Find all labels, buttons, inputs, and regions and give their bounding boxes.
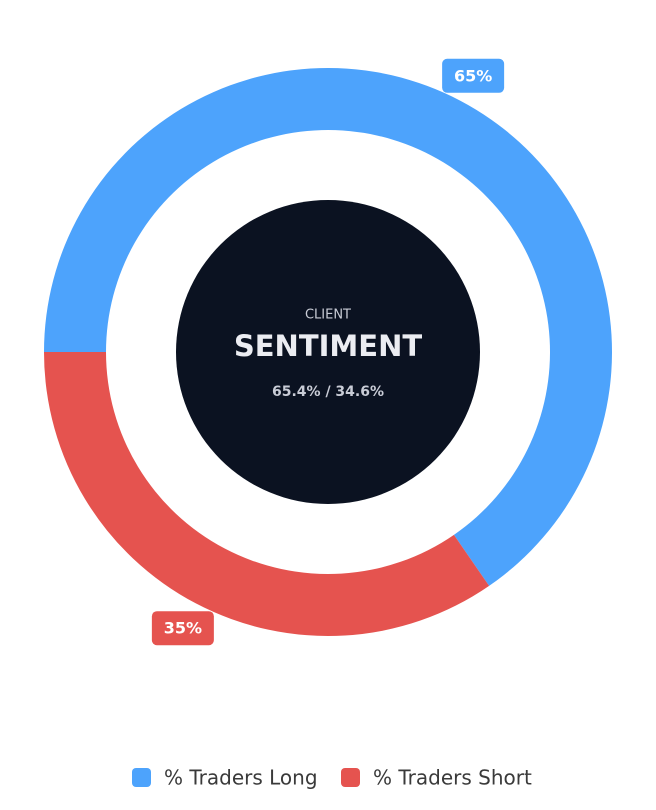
value-label: 35% bbox=[164, 619, 202, 638]
center-label: CLIENT bbox=[305, 308, 351, 323]
legend-swatch[interactable] bbox=[341, 768, 360, 787]
center-detail: 65.4% / 34.6% bbox=[272, 384, 384, 400]
center-title: SENTIMENT bbox=[234, 329, 422, 363]
value-label: 65% bbox=[454, 66, 492, 85]
legend-label[interactable]: % Traders Long bbox=[164, 766, 318, 790]
value-label-box bbox=[151, 611, 214, 646]
center-disc bbox=[176, 200, 480, 504]
donut-segment bbox=[44, 352, 490, 636]
legend-swatch[interactable] bbox=[132, 768, 151, 787]
legend-label[interactable]: % Traders Short bbox=[373, 766, 532, 790]
value-label-box bbox=[442, 58, 505, 93]
